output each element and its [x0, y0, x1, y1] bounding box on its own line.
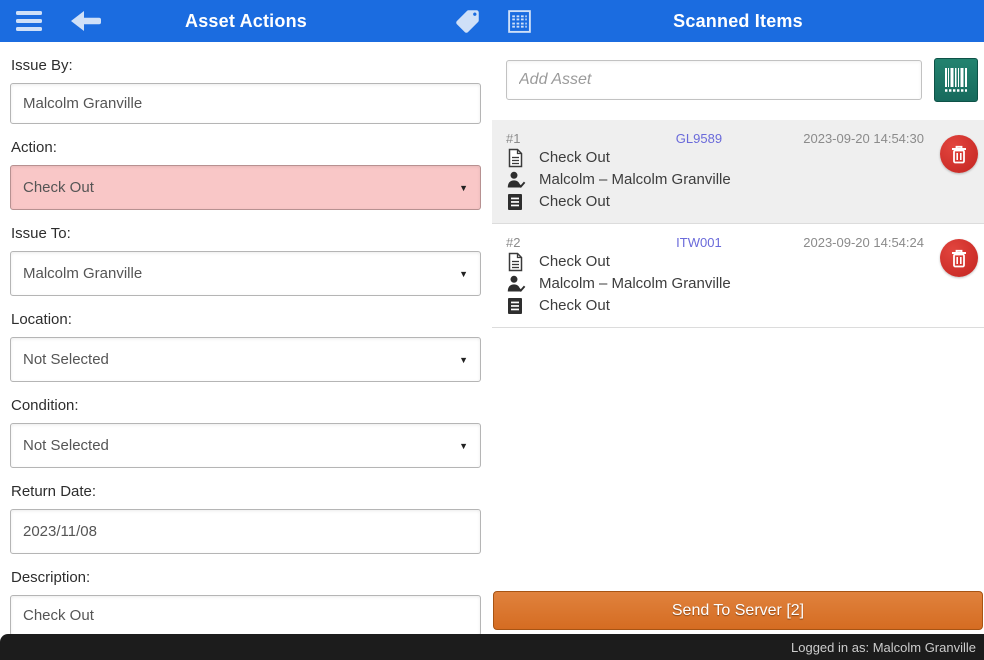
issue-to-select[interactable]: Malcolm Granville ▼ — [10, 251, 481, 296]
item-note-row: Check Out — [506, 296, 970, 316]
item-action-text: Check Out — [539, 253, 610, 270]
add-asset-input[interactable] — [506, 60, 922, 100]
return-date-label: Return Date: — [11, 483, 97, 500]
location-select[interactable]: Not Selected ▼ — [10, 337, 481, 382]
description-input[interactable] — [10, 595, 481, 636]
keyboard-button[interactable] — [504, 0, 534, 42]
item-note-row: Check Out — [506, 192, 970, 212]
left-bar-section: Asset Actions — [0, 0, 492, 42]
item-asset-code[interactable]: GL9589 — [675, 131, 723, 146]
document-filled-icon — [507, 192, 526, 212]
item-timestamp: 2023-09-20 14:54:30 — [803, 131, 924, 146]
location-select-control[interactable]: Not Selected — [11, 338, 480, 381]
item-person-text: Malcolm – Malcolm Granville — [539, 275, 731, 292]
left-panel-title: Asset Actions — [185, 10, 307, 31]
delete-item-button[interactable] — [940, 135, 978, 173]
issue-by-label: Issue By: — [11, 57, 73, 74]
back-arrow-icon — [71, 11, 101, 31]
scanned-item: #1 GL9589 2023-09-20 14:54:30 Check Out — [492, 120, 984, 224]
tag-icon — [455, 9, 479, 33]
return-date-input[interactable] — [10, 509, 481, 554]
document-outline-icon — [507, 148, 526, 168]
document-filled-icon — [507, 296, 526, 316]
action-select-control[interactable]: Check Out — [11, 166, 480, 209]
action-select[interactable]: Check Out ▼ — [10, 165, 481, 210]
trash-icon — [952, 249, 966, 267]
status-bar: Logged in as: Malcolm Granville — [0, 634, 984, 660]
send-to-server-button[interactable]: Send To Server [2] — [493, 591, 983, 630]
condition-label: Condition: — [11, 397, 79, 414]
tag-button[interactable] — [452, 0, 482, 42]
item-asset-code[interactable]: ITW001 — [676, 235, 722, 250]
keyboard-icon — [507, 9, 531, 33]
menu-button[interactable] — [15, 0, 43, 42]
barcode-scan-button[interactable] — [934, 58, 978, 102]
hamburger-icon — [16, 11, 42, 31]
item-number: #2 — [506, 235, 521, 250]
person-check-icon — [507, 274, 526, 294]
scanned-items-list: #1 GL9589 2023-09-20 14:54:30 Check Out — [492, 120, 984, 328]
scanned-items-panel: #1 GL9589 2023-09-20 14:54:30 Check Out — [492, 42, 984, 634]
condition-select-control[interactable]: Not Selected — [11, 424, 480, 467]
right-panel-title: Scanned Items — [673, 10, 803, 31]
right-bar-section: Scanned Items — [492, 0, 984, 42]
delete-item-button[interactable] — [940, 239, 978, 277]
item-note-text: Check Out — [539, 297, 610, 314]
document-outline-icon — [507, 252, 526, 272]
item-action-text: Check Out — [539, 149, 610, 166]
asset-actions-panel: Issue By: Action: Check Out ▼ Issue To: … — [0, 42, 492, 636]
main-content: Issue By: Action: Check Out ▼ Issue To: … — [0, 42, 984, 636]
item-action-row: Check Out — [506, 148, 970, 168]
item-number: #1 — [506, 131, 521, 146]
item-action-row: Check Out — [506, 252, 970, 272]
condition-select[interactable]: Not Selected ▼ — [10, 423, 481, 468]
issue-to-label: Issue To: — [11, 225, 71, 242]
back-button[interactable] — [70, 0, 102, 42]
top-bar: Asset Actions Scanned Items — [0, 0, 984, 42]
scanned-item: #2 ITW001 2023-09-20 14:54:24 Check Out — [492, 224, 984, 328]
logged-in-text: Logged in as: Malcolm Granville — [791, 639, 976, 655]
item-person-row: Malcolm – Malcolm Granville — [506, 274, 970, 294]
item-header: #2 ITW001 2023-09-20 14:54:24 — [506, 235, 924, 250]
action-label: Action: — [11, 139, 57, 156]
item-timestamp: 2023-09-20 14:54:24 — [803, 235, 924, 250]
issue-by-input[interactable] — [10, 83, 481, 124]
description-label: Description: — [11, 569, 91, 586]
item-note-text: Check Out — [539, 193, 610, 210]
trash-icon — [952, 145, 966, 163]
person-check-icon — [507, 170, 526, 190]
issue-to-select-control[interactable]: Malcolm Granville — [11, 252, 480, 295]
add-asset-row — [492, 42, 984, 102]
location-label: Location: — [11, 311, 72, 328]
barcode-icon — [945, 68, 967, 92]
item-person-row: Malcolm – Malcolm Granville — [506, 170, 970, 190]
item-person-text: Malcolm – Malcolm Granville — [539, 171, 731, 188]
item-header: #1 GL9589 2023-09-20 14:54:30 — [506, 131, 924, 146]
